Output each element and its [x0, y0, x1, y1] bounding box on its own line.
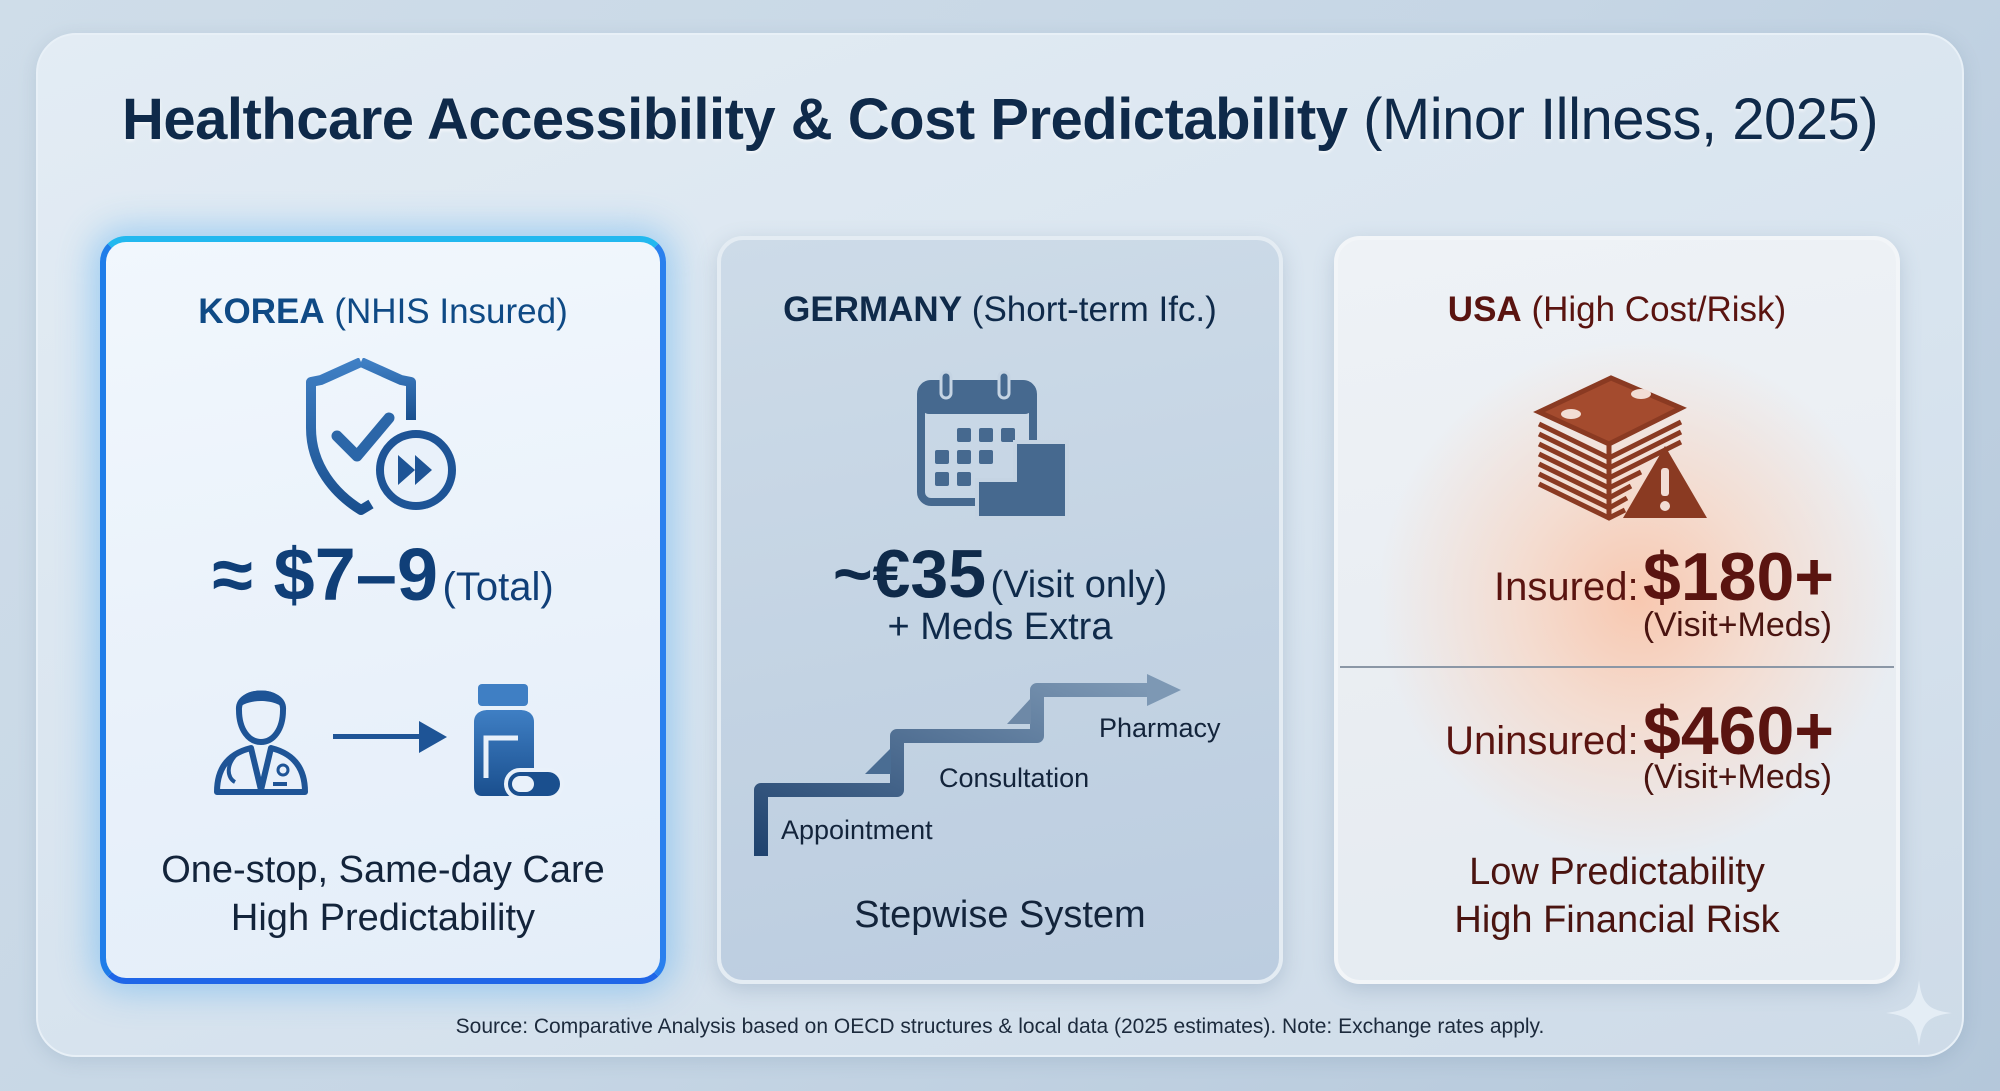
korea-card: KOREA (NHIS Insured) ≈ $7–9 (Total) One-…: [100, 236, 666, 984]
germany-country-label: GERMANY: [783, 290, 963, 329]
usa-insured-note: (Visit+Meds): [1642, 606, 1832, 644]
germany-card: GERMANY (Short-term Ifc.) ~€35 (Visit on…: [717, 236, 1283, 984]
usa-insured-row: Insured: $180+: [1494, 538, 1834, 616]
germany-meds-note: + Meds Extra: [887, 606, 1113, 648]
usa-desc-line1: Low Predictability: [1469, 851, 1765, 893]
page-title: Healthcare Accessibility & Cost Predicta…: [0, 86, 2000, 153]
usa-desc-line2: High Financial Risk: [1454, 899, 1780, 941]
korea-description: One-stop, Same-day Care High Predictabil…: [106, 846, 660, 942]
title-main: Healthcare Accessibility & Cost Predicta…: [121, 87, 1348, 152]
germany-price-value: ~€35: [832, 536, 987, 612]
korea-desc-line2: High Predictability: [230, 897, 536, 939]
title-subtitle: (Minor Illness, 2025): [1363, 87, 1879, 152]
usa-uninsured-row: Uninsured: $460+: [1445, 692, 1834, 770]
step-consultation: Consultation: [939, 763, 1090, 793]
medicine-bottle-icon: [474, 684, 564, 800]
germany-qualifier: (Short-term Ifc.): [971, 290, 1217, 329]
germany-card-heading: GERMANY (Short-term Ifc.): [721, 290, 1279, 330]
arrow-right-icon: [333, 721, 447, 753]
calendar-steps-icon: [917, 370, 1069, 520]
germany-description: Stepwise System: [854, 894, 1146, 936]
source-footnote: Source: Comparative Analysis based on OE…: [455, 1015, 1545, 1038]
usa-uninsured-price: $460+: [1643, 693, 1834, 769]
usa-card: USA (High Cost/Risk) Insured: $180+ (Vis…: [1334, 236, 1900, 984]
korea-qualifier: (NHIS Insured): [334, 292, 568, 331]
stairs-arrow-icon: [754, 674, 1181, 856]
usa-card-heading: USA (High Cost/Risk): [1338, 290, 1896, 330]
korea-card-heading: KOREA (NHIS Insured): [106, 292, 660, 332]
usa-divider: [1340, 666, 1894, 668]
usa-qualifier: (High Cost/Risk): [1531, 290, 1787, 329]
step-appointment: Appointment: [781, 815, 933, 845]
money-stack-warning-icon: [1533, 375, 1707, 521]
usa-description: Low Predictability High Financial Risk: [1338, 848, 1896, 944]
germany-price-note: (Visit only): [990, 564, 1168, 606]
usa-insured-price: $180+: [1643, 539, 1834, 615]
usa-uninsured-note: (Visit+Meds): [1642, 758, 1832, 796]
korea-price-value: ≈ $7–9: [212, 533, 439, 616]
germany-price: ~€35 (Visit only): [721, 535, 1279, 613]
usa-insured-label: Insured:: [1494, 565, 1639, 609]
korea-price-note: (Total): [442, 565, 554, 609]
korea-desc-line1: One-stop, Same-day Care: [161, 849, 605, 891]
step-pharmacy: Pharmacy: [1099, 713, 1221, 743]
shield-check-fast-forward-icon: [306, 358, 456, 515]
sparkle-icon: [1886, 980, 1952, 1046]
korea-price: ≈ $7–9 (Total): [106, 532, 660, 617]
usa-uninsured-label: Uninsured:: [1445, 719, 1639, 763]
usa-country-label: USA: [1447, 290, 1522, 329]
korea-country-label: KOREA: [198, 292, 325, 331]
doctor-icon: [214, 690, 308, 795]
